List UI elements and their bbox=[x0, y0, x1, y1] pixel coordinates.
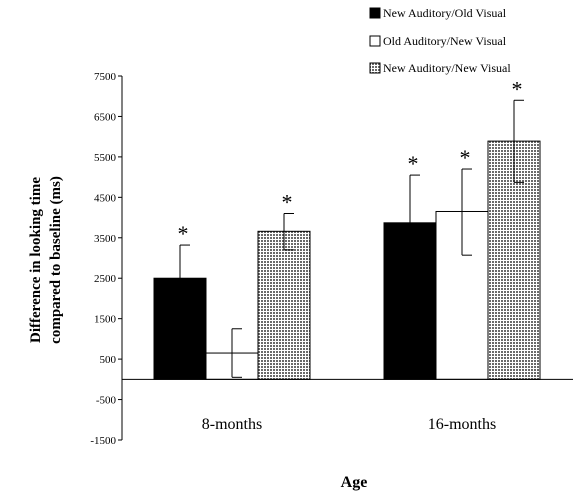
bars: * * * * * bbox=[153, 76, 541, 380]
legend-swatch bbox=[369, 62, 381, 74]
x-tick-label: 16-months bbox=[428, 416, 496, 433]
y-axis-label-line-1: Difference in looking time bbox=[28, 177, 44, 343]
y-tick-label: 5500 bbox=[94, 152, 117, 164]
significance-star: * bbox=[512, 76, 523, 101]
y-axis: -1500 -500 500 1500 2500 3500 4500 5500 6500 7500 bbox=[90, 71, 123, 447]
legend-label: Old Auditory/New Visual bbox=[383, 34, 507, 48]
y-tick-label: -500 bbox=[96, 395, 117, 407]
y-tick-label: 1500 bbox=[94, 314, 117, 326]
legend-label: New Auditory/New Visual bbox=[383, 61, 511, 75]
y-tick-label: 4500 bbox=[94, 192, 117, 204]
y-tick-label: 7500 bbox=[94, 71, 117, 83]
bar bbox=[383, 222, 437, 380]
y-tick-label: 2500 bbox=[94, 273, 117, 285]
x-tick-label: 8-months bbox=[202, 416, 262, 433]
y-tick-label: -1500 bbox=[90, 435, 116, 447]
legend-label: New Auditory/Old Visual bbox=[383, 6, 507, 20]
x-axis-label: Age bbox=[341, 474, 368, 491]
y-axis-label-line-2: compared to baseline (ms) bbox=[48, 176, 64, 344]
significance-star: * bbox=[178, 221, 189, 246]
significance-star: * bbox=[282, 190, 293, 215]
significance-star: * bbox=[408, 151, 419, 176]
x-axis: 8-months 16-months bbox=[122, 378, 573, 433]
y-tick-label: 3500 bbox=[94, 233, 117, 245]
legend-swatch bbox=[369, 35, 381, 47]
y-tick-label: 500 bbox=[100, 354, 117, 366]
legend-swatch bbox=[369, 7, 381, 19]
y-tick-label: 6500 bbox=[94, 111, 117, 123]
bar bbox=[153, 277, 207, 380]
significance-star: * bbox=[460, 145, 471, 170]
legend: New Auditory/Old Visual Old Auditory/New … bbox=[369, 6, 511, 75]
bar bbox=[257, 230, 311, 380]
